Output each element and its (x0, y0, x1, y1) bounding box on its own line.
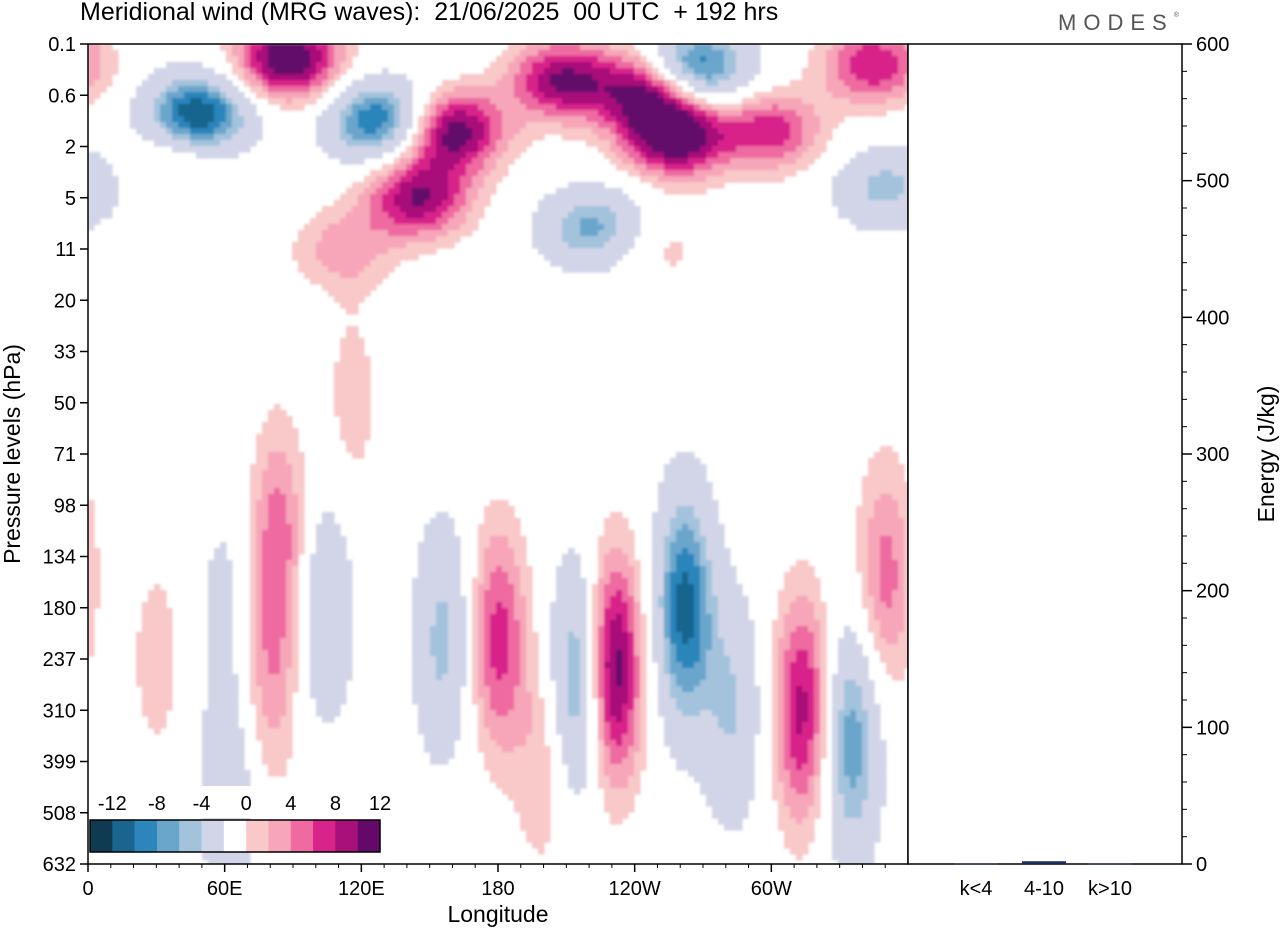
energy-axis-title: Energy (J/kg) (1253, 386, 1279, 523)
energy-category-label: k>10 (1088, 878, 1132, 900)
x-tick-label: 0 (82, 878, 93, 900)
colorbar-tick-label: 12 (369, 793, 391, 815)
y-tick-label: 134 (43, 547, 76, 569)
colorbar-swatch (156, 820, 180, 852)
energy-tick-label: 200 (1196, 581, 1229, 603)
energy-tick-label: 300 (1196, 444, 1229, 466)
energy-category-label: k<4 (960, 878, 993, 900)
colorbar-swatch (357, 820, 381, 852)
y-tick-label: 180 (43, 598, 76, 620)
energy-tick-label: 500 (1196, 171, 1229, 193)
colorbar-swatch (134, 820, 158, 852)
colorbar-tick-label: -4 (193, 793, 211, 815)
y-tick-label: 0.1 (48, 34, 76, 56)
x-axis: 0 60E 120E 180 120W 60W (82, 864, 886, 900)
x-axis-title: Longitude (447, 901, 548, 927)
energy-tick-label: 100 (1196, 717, 1229, 739)
y-tick-label: 2 (65, 137, 76, 159)
y-tick-label: 5 (65, 188, 76, 210)
energy-category-label: 4-10 (1024, 878, 1064, 900)
colorbar-tick-label: -12 (98, 793, 127, 815)
energy-bars: k<4 4-10 k>10 (954, 861, 1132, 900)
colorbar-swatch (179, 820, 202, 852)
colorbar-swatch (201, 820, 225, 852)
colorbar-tick-label: 0 (241, 793, 252, 815)
chart-title: Meridional wind (MRG waves): 21/06/2025 … (80, 0, 779, 26)
x-tick-label: 120W (609, 878, 661, 900)
colorbar-swatch (246, 820, 269, 852)
y-tick-label: 50 (54, 393, 76, 415)
y-tick-label: 98 (54, 495, 76, 517)
y-tick-label: 20 (54, 290, 76, 312)
energy-bar (954, 863, 998, 865)
colorbar-tick-label: 4 (285, 793, 296, 815)
colorbar-swatch (223, 820, 247, 852)
y-tick-label: 399 (43, 752, 76, 774)
colorbar-legend: -12 -8 -4 0 4 8 12 (89, 786, 391, 853)
x-tick-label: 60W (751, 878, 792, 900)
x-tick-label: 180 (481, 878, 514, 900)
energy-tick-label: 400 (1196, 307, 1229, 329)
colorbar-swatch (313, 820, 336, 852)
colorbar-swatch (268, 820, 292, 852)
y-tick-label: 0.6 (48, 85, 76, 107)
colorbar-frame (89, 819, 381, 853)
energy-bar (1022, 861, 1066, 864)
colorbar-tick-label: -8 (148, 793, 166, 815)
colorbar-swatch (290, 820, 314, 852)
colorbar-tick-label: 8 (330, 793, 341, 815)
y-axis-title: Pressure levels (hPa) (0, 344, 25, 564)
y-tick-label: 508 (43, 803, 76, 825)
y-axis: 0.1 0.6 2 5 11 20 33 50 71 98 134 180 237 310 399 508 63… (43, 34, 88, 876)
heatmap-contours (88, 44, 908, 864)
energy-panel-frame (907, 43, 1183, 865)
x-tick-label: 120E (338, 878, 385, 900)
x-tick-label: 60E (207, 878, 243, 900)
y-tick-label: 237 (43, 649, 76, 671)
y-tick-label: 33 (54, 342, 76, 364)
y-tick-label: 310 (43, 700, 76, 722)
energy-tick-label: 600 (1196, 34, 1229, 56)
colorbar-label-bg (90, 786, 380, 818)
colorbar-swatch (90, 820, 113, 852)
energy-axis: 0 100 200 300 400 500 600 (1182, 34, 1229, 876)
modes-logo: MODES® (1058, 10, 1179, 35)
energy-bar (1088, 863, 1132, 865)
colorbar-swatch (335, 820, 358, 852)
y-tick-label: 11 (55, 239, 76, 261)
y-tick-label: 632 (43, 854, 76, 876)
colorbar-swatch (112, 820, 135, 852)
y-tick-label: 71 (54, 444, 76, 466)
energy-tick-label: 0 (1196, 854, 1207, 876)
